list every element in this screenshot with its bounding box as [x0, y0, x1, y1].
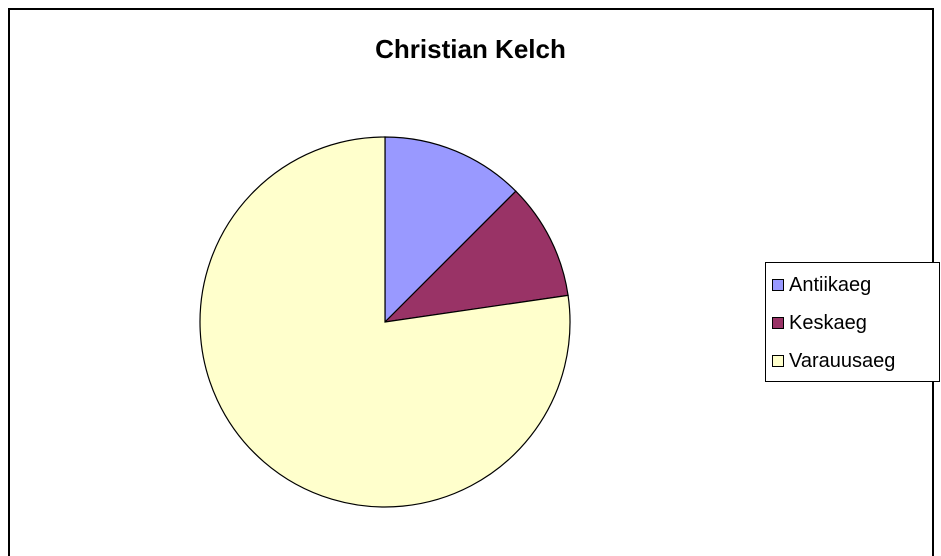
legend-swatch-varauusaeg: [772, 355, 784, 367]
legend-label-antiikaeg: Antiikaeg: [789, 273, 872, 296]
pie-slice-varauusaeg: [199, 136, 571, 508]
legend-item-antiikaeg: Antiikaeg: [772, 273, 871, 297]
legend-label-keskaeg: Keskaeg: [789, 311, 867, 334]
legend-item-keskaeg: Keskaeg: [772, 311, 867, 335]
legend-swatch-keskaeg: [772, 317, 784, 329]
legend-swatch-antiikaeg: [772, 279, 784, 291]
legend-label-varauusaeg: Varauusaeg: [789, 349, 896, 372]
pie-slice-antiikaeg: [384, 136, 517, 324]
legend-item-varauusaeg: Varauusaeg: [772, 349, 895, 373]
legend: Antiikaeg Keskaeg Varauusaeg: [765, 262, 940, 382]
chart-title: Christian Kelch: [375, 34, 566, 64]
pie-slice-keskaeg: [383, 190, 569, 323]
